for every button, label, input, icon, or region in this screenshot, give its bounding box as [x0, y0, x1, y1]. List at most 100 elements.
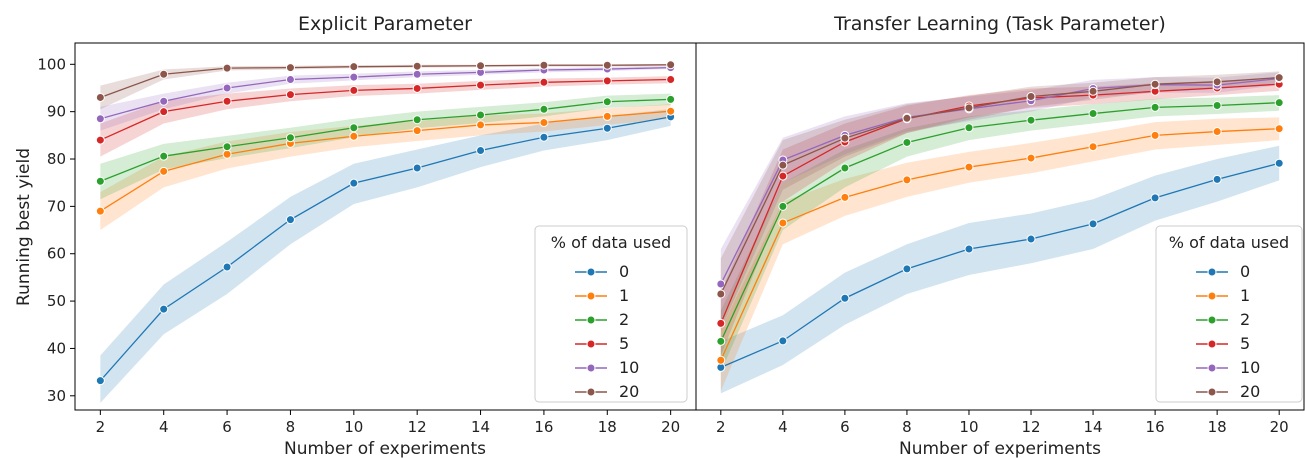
series-10-point [159, 96, 169, 106]
series-5-line [100, 78, 671, 141]
series-2-point [716, 336, 726, 346]
series-20-point [1150, 79, 1160, 89]
series-1-point [1274, 124, 1284, 134]
series-5-point [95, 135, 105, 145]
series-20-point [602, 60, 612, 70]
series-20-point [1088, 86, 1098, 96]
panel-explicit-parameter: Explicit Parameter Number of experiments… [37, 13, 697, 458]
legend-label-10: 10 [1240, 358, 1260, 377]
series-1-line [720, 128, 1280, 361]
x-tick-label: 18 [598, 418, 617, 436]
series-0-point [349, 178, 359, 188]
series-10-band [720, 72, 1280, 321]
series-1-point [95, 206, 105, 216]
series-0-point [602, 123, 612, 133]
series-1-point [778, 218, 788, 228]
series-20-point [285, 63, 295, 73]
series-20-point [159, 69, 169, 79]
panel-transfer-learning: Transfer Learning (Task Parameter) Numbe… [695, 13, 1305, 458]
y-tick-label: 50 [47, 292, 66, 310]
x-tick-label: 10 [959, 418, 978, 436]
series-1-point [602, 111, 612, 121]
series-1-point [539, 118, 549, 128]
series-20-point [666, 60, 676, 70]
legend-marker-20 [1207, 387, 1217, 397]
series-2-line [720, 102, 1280, 342]
x-tick-label: 2 [96, 418, 106, 436]
x-tick-label: 8 [902, 418, 912, 436]
legend-marker-10 [586, 363, 596, 373]
series-2-point [902, 137, 912, 147]
plot-area: 2 4 6 8 10 12 14 16 18 20 [716, 71, 1289, 436]
legend-label-2: 2 [619, 310, 629, 329]
x-tick-label: 8 [286, 418, 296, 436]
series-1-point [1150, 130, 1160, 140]
series-10-band [100, 66, 671, 131]
series-20-point [1026, 92, 1036, 102]
series-20-point [716, 289, 726, 299]
series-1-band [720, 117, 1280, 392]
x-tick-label: 14 [1084, 418, 1103, 436]
series-2-point [222, 142, 232, 152]
legend-marker-0 [1207, 267, 1217, 277]
series-20-point [1274, 73, 1284, 83]
series-5-point [602, 76, 612, 86]
series-5-point [222, 96, 232, 106]
series-2-point [840, 163, 850, 173]
series-20-point [1212, 77, 1222, 87]
series-2-point [412, 115, 422, 125]
series-10-point [222, 83, 232, 93]
legend-marker-2 [586, 315, 596, 325]
series-0-point [476, 145, 486, 155]
legend-label-10: 10 [619, 358, 639, 377]
series-1-point [222, 149, 232, 159]
legend-marker-10 [1207, 363, 1217, 373]
series-20-line [100, 64, 671, 99]
series-5-band [100, 76, 671, 157]
legend-label-0: 0 [1240, 262, 1250, 281]
legend-marker-1 [1207, 291, 1217, 301]
y-tick-label: 60 [47, 245, 66, 263]
legend: % of data used 0 1 2 5 10 20 [534, 225, 688, 403]
series-0-point [285, 215, 295, 225]
x-tick-label: 10 [344, 418, 363, 436]
series-20-point [349, 62, 359, 72]
series-1-point [666, 106, 676, 116]
series-1-point [716, 355, 726, 365]
x-tick-label: 18 [1208, 418, 1227, 436]
series-1-point [1088, 142, 1098, 152]
x-tick-label: 16 [1146, 418, 1165, 436]
legend-label-20: 20 [619, 382, 639, 401]
series-1-point [412, 126, 422, 136]
series-20-point [964, 103, 974, 113]
series-5-point [159, 107, 169, 117]
y-tick-label: 30 [47, 387, 66, 405]
series-2-point [1088, 109, 1098, 119]
series-0-point [840, 293, 850, 303]
series-0-line [720, 162, 1280, 368]
series-5-point [666, 74, 676, 84]
x-tick-label: 6 [222, 418, 232, 436]
series-2-point [778, 201, 788, 211]
series-5-point [285, 90, 295, 100]
legend-marker-0 [586, 267, 596, 277]
series-0-band [720, 145, 1280, 394]
series-1-point [902, 175, 912, 185]
x-axis-label: Number of experiments [284, 439, 486, 458]
series-5-point [412, 83, 422, 93]
series-0-point [222, 262, 232, 272]
series-1-line [100, 110, 671, 212]
series-2-band [100, 93, 671, 200]
series-1-point [349, 131, 359, 141]
plot-frame [695, 42, 1305, 411]
series-0-point [778, 336, 788, 346]
series-2-point [95, 176, 105, 186]
series-1-point [840, 192, 850, 202]
x-tick-label: 20 [661, 418, 680, 436]
series-1-point [476, 120, 486, 130]
panel-title: Transfer Learning (Task Parameter) [833, 13, 1166, 35]
series-2-point [539, 104, 549, 114]
legend-box [534, 225, 688, 403]
